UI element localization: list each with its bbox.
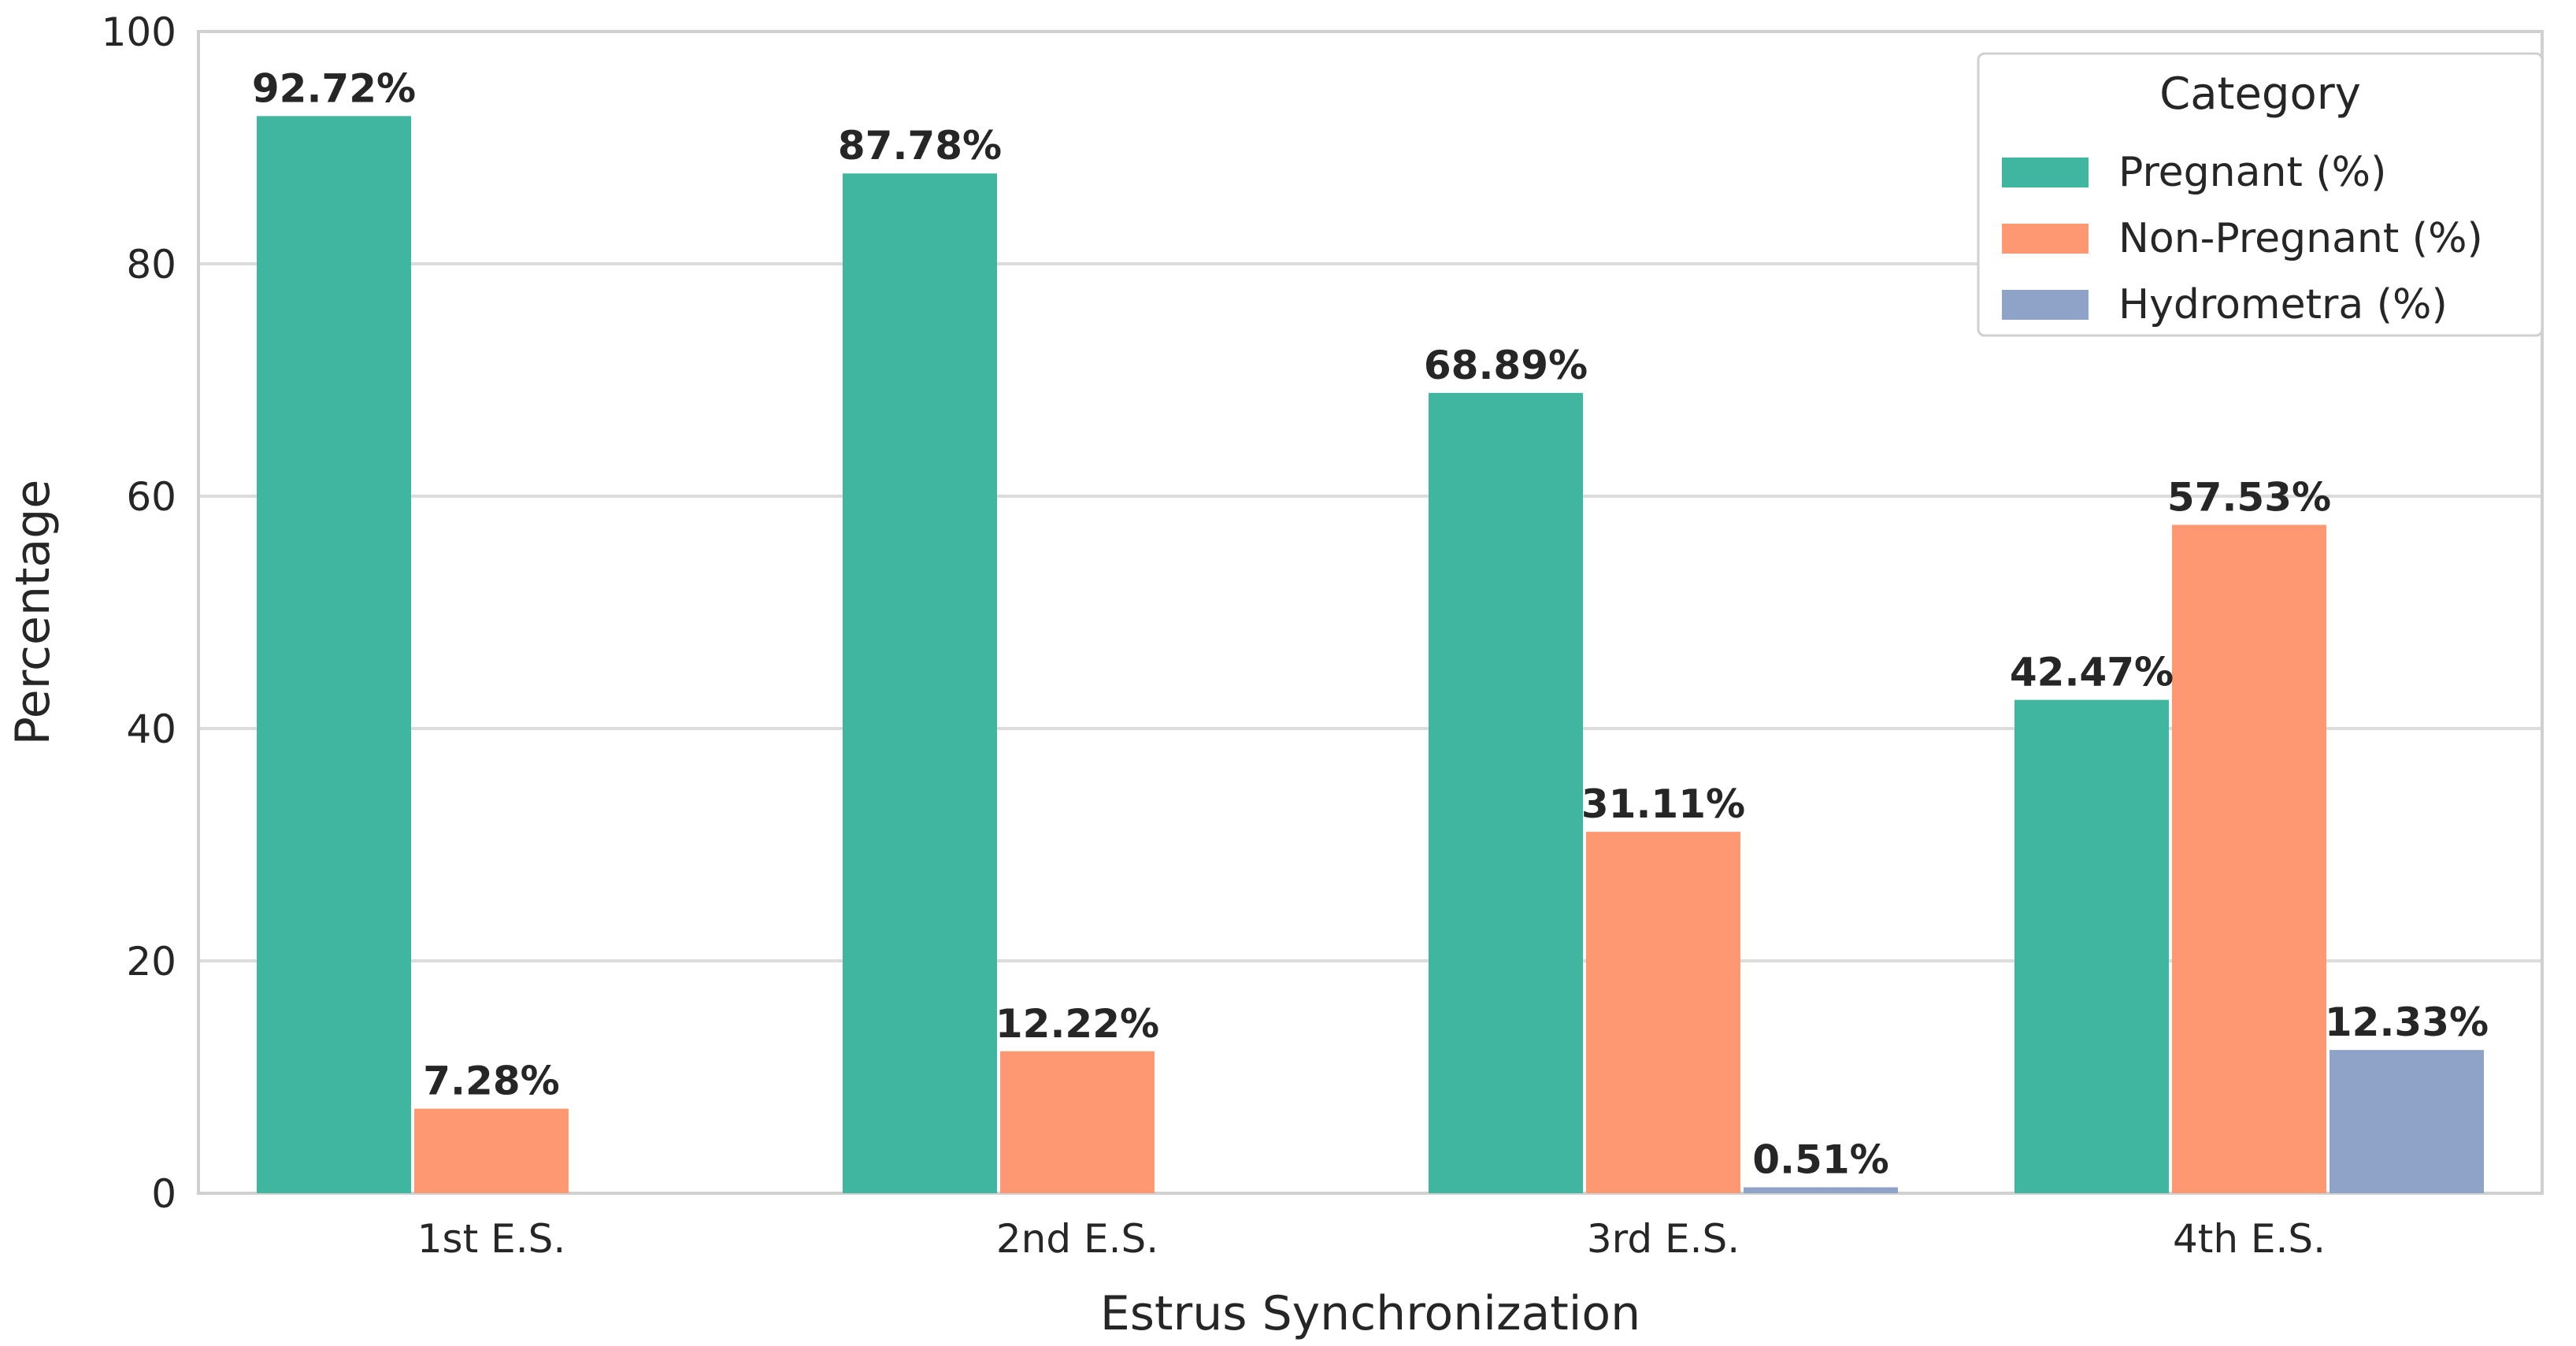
y-tick-label: 20 — [126, 939, 176, 984]
legend-item: Non-Pregnant (%) — [2002, 215, 2483, 262]
bar — [257, 116, 411, 1193]
x-tick-label: 3rd E.S. — [1587, 1216, 1740, 1262]
bar-value-label: 42.47% — [2010, 650, 2174, 695]
bar-value-label: 68.89% — [1424, 343, 1588, 388]
bar-value-label: 87.78% — [838, 123, 1002, 169]
y-tick-label: 80 — [126, 242, 176, 287]
legend-swatch — [2002, 158, 2089, 187]
legend-swatch — [2002, 224, 2089, 254]
bar-value-label: 12.22% — [995, 1001, 1159, 1047]
legend-label: Hydrometra (%) — [2118, 281, 2448, 328]
bar-value-label: 31.11% — [1581, 781, 1745, 827]
x-tick-label: 2nd E.S. — [996, 1216, 1158, 1262]
legend-label: Pregnant (%) — [2118, 149, 2386, 196]
x-tick-label: 1st E.S. — [417, 1216, 565, 1262]
bars — [257, 116, 2484, 1193]
data-labels: 92.72% 7.28% 87.78% 12.22% 68.89% 31.11% 0.51%… — [252, 65, 2489, 1182]
bar — [1744, 1187, 1898, 1193]
bar — [414, 1108, 569, 1193]
legend-box — [1977, 52, 2544, 337]
bar — [2330, 1050, 2484, 1193]
bar — [843, 173, 997, 1193]
x-axis-title: Estrus Synchronization — [1100, 1286, 1640, 1341]
axis-ticks: 0 20 40 60 80 100 1st E.S. 2nd E.S. 3rd E.S. 4th … — [102, 9, 2326, 1262]
bar — [1586, 832, 1740, 1193]
y-axis-title: Percentage — [6, 480, 61, 746]
legend-swatch — [2002, 290, 2089, 320]
y-tick-label: 100 — [102, 9, 176, 55]
x-tick-label: 4th E.S. — [2173, 1216, 2326, 1262]
legend-items: Pregnant (%) Non-Pregnant (%) Hydrometra (… — [2002, 149, 2483, 328]
bar-value-label: 12.33% — [2325, 999, 2489, 1045]
bar-value-label: 57.53% — [2167, 474, 2331, 520]
bar-value-label: 7.28% — [423, 1059, 559, 1104]
plot-frame — [197, 30, 2544, 1195]
bar — [1000, 1051, 1155, 1193]
bar-value-label: 92.72% — [252, 65, 416, 111]
bar-value-label: 0.51% — [1752, 1136, 1888, 1182]
legend-label: Non-Pregnant (%) — [2118, 215, 2483, 262]
legend-item: Hydrometra (%) — [2002, 281, 2448, 328]
legend: Category Pregnant (%) Non-Pregnant (%) Hyd… — [1977, 52, 2544, 337]
bar — [2014, 699, 2169, 1193]
bar — [1429, 392, 1583, 1193]
legend-title: Category — [2159, 69, 2361, 120]
y-tick-label: 0 — [151, 1171, 176, 1217]
bar — [2172, 525, 2326, 1193]
y-tick-label: 60 — [126, 474, 176, 520]
y-tick-label: 40 — [126, 706, 176, 752]
legend-item: Pregnant (%) — [2002, 149, 2386, 196]
